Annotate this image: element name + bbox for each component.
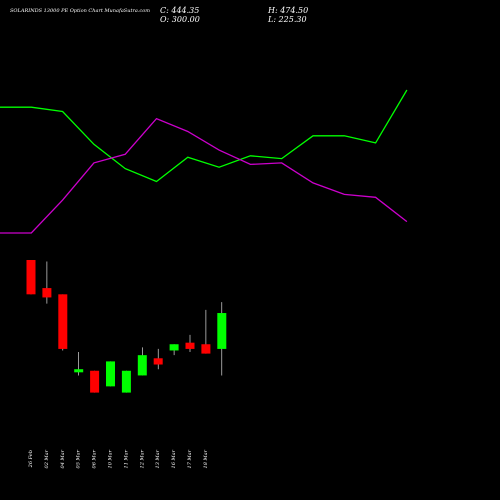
candle-body (153, 358, 163, 365)
candle-body (217, 313, 227, 349)
date-tick-label: 02 Mar (44, 449, 50, 468)
candle-body (74, 369, 84, 373)
candle-body (58, 294, 68, 349)
date-tick-label: 26 Feb (28, 450, 34, 468)
date-tick-label: 17 Mar (187, 449, 193, 468)
date-tick-label: 05 Mar (76, 449, 82, 468)
candlesticks (26, 260, 227, 393)
high-value: H: 474.50 (268, 6, 309, 15)
close-value: C: 444.35 (160, 6, 200, 15)
date-tick-label: 11 Mar (123, 449, 129, 468)
candle-body (185, 342, 195, 349)
open-value: O: 300.00 (160, 15, 200, 24)
candle-body (26, 260, 36, 295)
candle-body (121, 370, 131, 393)
candle-body (90, 370, 100, 393)
magenta-indicator-line (0, 117, 408, 234)
candle-body (42, 288, 52, 298)
indicator-lines (0, 89, 408, 234)
date-tick-label: 13 Mar (155, 449, 161, 468)
chart-title: SOLARINDS 13000 PE Option Chart MunafaSu… (10, 8, 150, 14)
date-tick-label: 10 Mar (108, 449, 114, 468)
date-tick-label: 04 Mar (60, 449, 66, 468)
candle-body (137, 355, 147, 376)
candle-body (169, 344, 179, 351)
green-indicator-line (0, 89, 408, 183)
low-value: L: 225.30 (268, 15, 307, 24)
candle-body (201, 344, 211, 354)
date-tick-label: 12 Mar (139, 449, 145, 468)
date-tick-label: 06 Mar (92, 449, 98, 468)
date-tick-label: 18 Mar (203, 449, 209, 468)
candle-body (106, 361, 115, 387)
date-labels: 26 Feb 02 Mar 04 Mar 05 Mar 06 Mar 10 Mar 11 M… (28, 449, 209, 468)
date-tick-label: 16 Mar (171, 449, 177, 468)
